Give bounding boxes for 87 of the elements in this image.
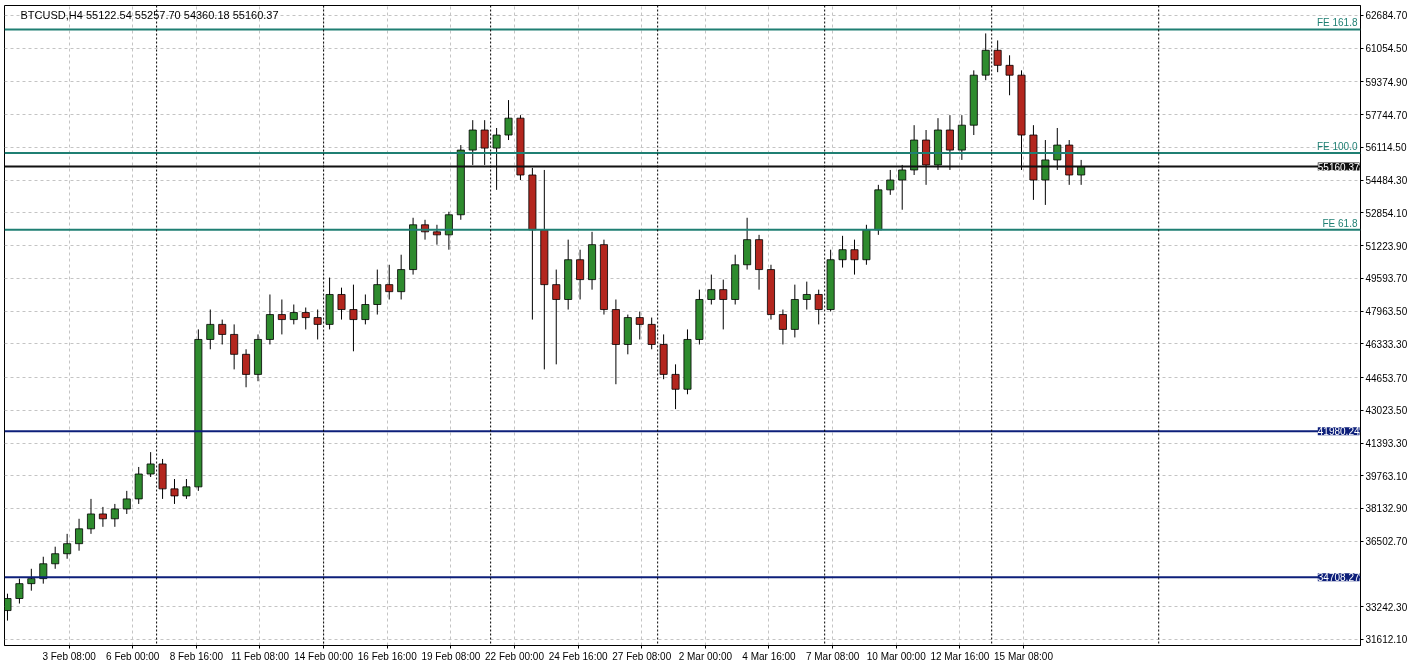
candlestick bbox=[15, 578, 24, 605]
candlestick bbox=[75, 518, 84, 552]
candlestick bbox=[349, 284, 358, 352]
candlestick bbox=[63, 533, 72, 560]
y-tick-label: 36502.70 bbox=[1365, 536, 1408, 548]
candlestick bbox=[1041, 139, 1050, 206]
candlestick bbox=[182, 478, 191, 500]
candlestick bbox=[552, 269, 561, 365]
candlestick bbox=[898, 164, 907, 211]
candlestick bbox=[242, 348, 251, 388]
candlestick bbox=[218, 319, 227, 345]
y-tick-label: 49593.70 bbox=[1365, 273, 1408, 285]
y-tick-label: 52854.10 bbox=[1365, 207, 1408, 219]
candlestick bbox=[576, 249, 585, 300]
candlestick bbox=[110, 503, 119, 528]
candlestick bbox=[230, 323, 239, 370]
candlestick bbox=[504, 99, 513, 141]
y-tick-label: 44653.70 bbox=[1365, 372, 1408, 384]
candlestick bbox=[444, 211, 453, 251]
candlestick bbox=[27, 568, 36, 592]
x-tick-label: 2 Mar 00:00 bbox=[678, 650, 733, 662]
y-tick-label: 57744.70 bbox=[1365, 109, 1408, 121]
y-tick-label: 39763.10 bbox=[1365, 470, 1408, 482]
candlestick bbox=[850, 239, 859, 276]
x-tick-label: 6 Feb 00:00 bbox=[106, 650, 160, 662]
y-tick-label: 51223.90 bbox=[1365, 240, 1408, 252]
candlestick bbox=[4, 593, 12, 622]
candlestick bbox=[1053, 127, 1062, 171]
x-tick-label: 8 Feb 16:00 bbox=[169, 650, 224, 662]
candlestick bbox=[838, 235, 847, 269]
y-tick-label: 46333.30 bbox=[1365, 338, 1408, 350]
candlestick bbox=[301, 307, 310, 330]
candlestick bbox=[635, 311, 644, 340]
x-tick-label: 11 Feb 08:00 bbox=[230, 650, 290, 662]
candlestick bbox=[122, 490, 131, 515]
x-tick-label: 10 Mar 00:00 bbox=[866, 650, 927, 662]
y-tick-label: 31612.10 bbox=[1365, 634, 1408, 646]
candlestick bbox=[337, 287, 346, 321]
candlestick bbox=[385, 264, 394, 300]
candlestick bbox=[289, 304, 298, 325]
candlestick bbox=[778, 309, 787, 345]
candlestick bbox=[87, 498, 95, 535]
candlestick bbox=[802, 281, 811, 311]
x-tick-label: 4 Mar 16:00 bbox=[742, 650, 797, 662]
x-tick-label: 7 Mar 08:00 bbox=[805, 650, 860, 662]
x-tick-label: 12 Mar 16:00 bbox=[930, 650, 990, 662]
x-tick-label: 27 Feb 08:00 bbox=[612, 650, 672, 662]
x-tick-label: 24 Feb 16:00 bbox=[548, 650, 609, 662]
x-tick-label: 22 Feb 00:00 bbox=[485, 650, 545, 662]
candlestick bbox=[170, 478, 179, 505]
y-tick-label: 59374.90 bbox=[1365, 76, 1408, 88]
chart-title: BTCUSD,H4 55122.54 55257.70 54360.18 55160.37 bbox=[20, 8, 279, 21]
ref-line-label: FE 161.8 bbox=[1316, 17, 1358, 29]
y-tick-label: 62684.70 bbox=[1365, 10, 1408, 22]
y-tick-label: 61054.50 bbox=[1365, 43, 1408, 55]
ref-line-label: 55160.37 bbox=[1317, 161, 1360, 173]
y-tick-label: 38132.90 bbox=[1365, 503, 1408, 515]
candlestick bbox=[206, 309, 215, 350]
candlestick bbox=[707, 274, 716, 306]
candlestick bbox=[373, 269, 382, 316]
y-tick-label: 54484.30 bbox=[1365, 175, 1408, 187]
y-tick-label: 43023.50 bbox=[1365, 405, 1408, 417]
candlestick bbox=[945, 114, 954, 171]
candlestick bbox=[886, 169, 895, 196]
y-tick-label: 56114.50 bbox=[1365, 142, 1407, 154]
ref-line-label: FE 100.0 bbox=[1316, 141, 1358, 153]
candlestick bbox=[671, 363, 680, 410]
candlestick bbox=[397, 254, 406, 300]
x-tick-label: 14 Feb 00:00 bbox=[294, 650, 354, 662]
candlestick bbox=[51, 546, 60, 570]
candlestick bbox=[719, 279, 728, 330]
x-tick-label: 15 Mar 08:00 bbox=[994, 650, 1054, 662]
candlestick bbox=[277, 298, 286, 335]
candlestick bbox=[432, 224, 441, 246]
ref-line-label: 41980.24 bbox=[1317, 426, 1360, 438]
candlestick bbox=[468, 119, 477, 166]
ref-line-label: FE 61.8 bbox=[1322, 217, 1358, 229]
x-tick-label: 3 Feb 08:00 bbox=[42, 650, 97, 662]
candlestick bbox=[361, 293, 370, 325]
ref-line-label: 34708.27 bbox=[1317, 572, 1360, 584]
candlestick bbox=[98, 506, 107, 528]
candlestick bbox=[1005, 54, 1014, 96]
y-tick-label: 47963.50 bbox=[1365, 306, 1408, 318]
y-tick-label: 41393.30 bbox=[1365, 438, 1408, 450]
x-tick-label: 19 Feb 08:00 bbox=[421, 650, 481, 662]
y-tick-label: 33242.30 bbox=[1365, 601, 1408, 613]
x-tick-label: 16 Feb 16:00 bbox=[357, 650, 418, 662]
